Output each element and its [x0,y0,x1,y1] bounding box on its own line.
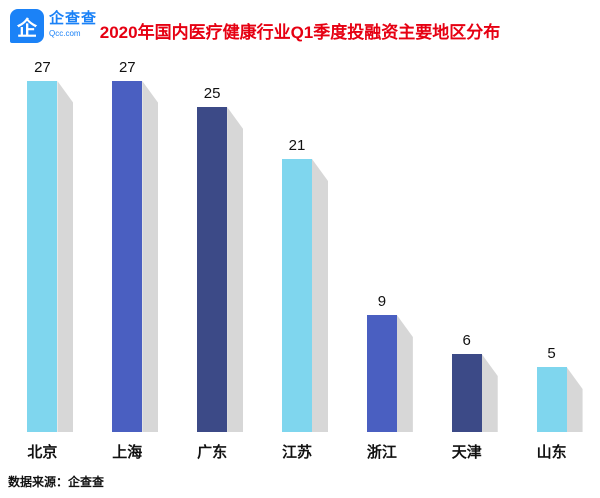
bar [366,315,397,432]
bar [112,81,143,432]
qcc-logo-domain: Qcc.com [49,28,81,38]
bar-chart: 27 27 25 21 9 6 5 [0,58,600,432]
bar-value-label: 25 [203,85,221,102]
bar-shadow [396,315,413,432]
bar-shadow [57,81,74,432]
bar-column: 5 [509,345,594,432]
category-label: 天津 [451,444,482,461]
qcc-logo: 企 企查查 Qcc.com [10,9,97,43]
bar-column: 21 [255,137,340,432]
header: 企 企查查 Qcc.com 2020年国内医疗健康行业Q1季度投融资主要地区分布 [0,0,600,58]
category-label: 广东 [197,444,228,461]
data-source-note: 数据来源：企查查 [8,475,105,489]
category-axis: 北京 上海 广东 江苏 浙江 天津 山东 [0,441,600,462]
bar-value-label: 9 [377,293,387,310]
category-label: 浙江 [366,444,397,461]
bar [282,159,312,432]
bar-column: 25 [170,85,255,432]
bar [197,107,228,432]
bar-shadow [142,81,159,432]
bar-value-label: 27 [118,59,136,76]
bar [536,367,567,432]
bar-value-label: 27 [34,59,51,76]
qcc-logo-name: 企查查 [49,10,98,27]
category-label: 江苏 [282,444,313,461]
category-label: 山东 [536,444,567,461]
bar-value-label: 21 [288,137,306,154]
bar-shadow [227,107,244,432]
category-label: 北京 [27,444,58,461]
qcc-logo-text: 企查查 Qcc.com [49,9,97,38]
bar [451,354,482,432]
bar-shadow [312,159,328,432]
bar-shadow [481,354,498,432]
bar [27,81,58,432]
bar-value-label: 5 [547,345,556,362]
bar-shadow [566,367,583,432]
bar-column: 27 [85,59,170,432]
bar-column: 27 [0,59,85,432]
bar-value-label: 6 [462,332,471,349]
bar-column: 9 [339,293,424,432]
chart-title: 2020年国内医疗健康行业Q1季度投融资主要地区分布 [99,23,501,42]
qcc-logo-icon: 企 [10,9,44,43]
category-label: 上海 [112,444,143,461]
bar-column: 6 [424,332,509,432]
